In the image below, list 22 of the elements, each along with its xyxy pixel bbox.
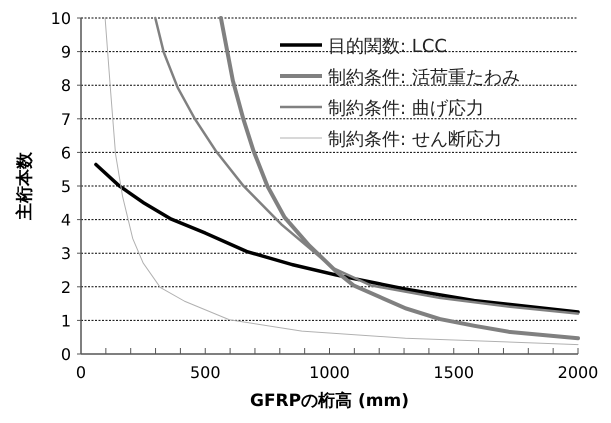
legend-label: 制約条件: せん断応力 xyxy=(328,129,502,150)
x-tick-label: 500 xyxy=(190,363,221,382)
y-tick-label: 3 xyxy=(60,244,71,264)
y-axis-title: 主桁本数 xyxy=(15,151,35,221)
y-tick-label: 8 xyxy=(60,76,71,96)
x-tick-label: 2000 xyxy=(558,363,598,382)
y-tick-label: 2 xyxy=(60,278,71,297)
y-tick-label: 7 xyxy=(60,110,71,129)
x-tick-label: 1500 xyxy=(433,363,474,382)
y-tick-label: 10 xyxy=(50,9,71,28)
line-series xyxy=(104,18,578,346)
y-tick-label: 4 xyxy=(60,210,71,230)
x-tick-label: 0 xyxy=(76,363,86,382)
y-tick-label: 1 xyxy=(60,311,71,330)
y-tick-label: 9 xyxy=(60,42,71,62)
legend-label: 制約条件: 活荷重たわみ xyxy=(328,67,520,88)
y-tick-label: 0 xyxy=(60,345,71,364)
y-tick-label: 6 xyxy=(60,143,71,162)
legend-label: 制約条件: 曲げ応力 xyxy=(328,98,484,119)
x-tick-label: 1000 xyxy=(309,363,350,382)
y-tick-label: 5 xyxy=(60,177,71,196)
x-axis-title: GFRPの桁高 (mm) xyxy=(250,391,410,411)
